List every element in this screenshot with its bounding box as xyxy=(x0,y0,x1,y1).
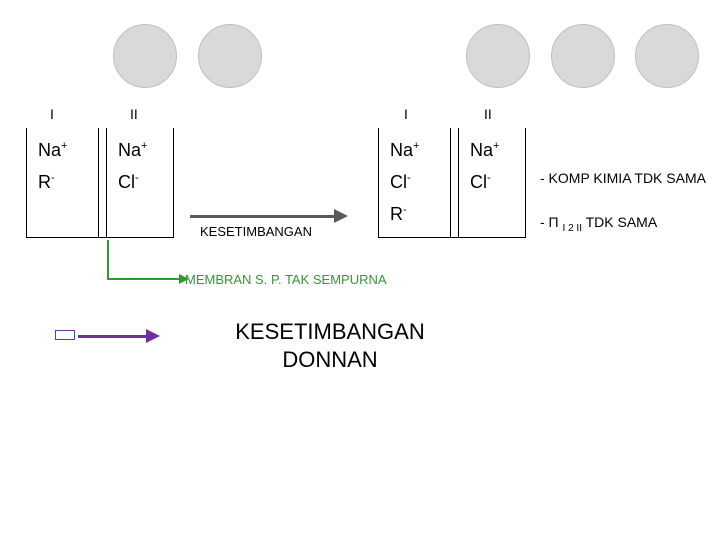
left-II-ion-0: Na+ xyxy=(118,140,147,161)
title-donnan: KESETIMBANGANDONNAN xyxy=(210,318,450,373)
left-roman-II: II xyxy=(130,106,138,122)
right-roman-I: I xyxy=(404,106,408,122)
left-I-ion-1: R- xyxy=(38,172,55,193)
left-II-ion-1: Cl- xyxy=(118,172,139,193)
purple-arrow-head xyxy=(146,329,160,343)
deco-circle xyxy=(198,24,262,88)
left-membrane-2 xyxy=(106,128,107,238)
right-I-ion-0: Na+ xyxy=(390,140,419,161)
deco-circle xyxy=(466,24,530,88)
purple-rect xyxy=(55,330,75,340)
deco-circle xyxy=(113,24,177,88)
left-I-ion-0: Na+ xyxy=(38,140,67,161)
right-membrane-1 xyxy=(450,128,451,238)
right-II-ion-1: Cl- xyxy=(470,172,491,193)
deco-circle xyxy=(551,24,615,88)
right-roman-II: II xyxy=(484,106,492,122)
left-membrane-1 xyxy=(98,128,99,238)
label-membran: MEMBRAN S. P. TAK SEMPURNA xyxy=(185,272,387,287)
right-I-ion-2: R- xyxy=(390,204,407,225)
green-connector xyxy=(0,0,720,540)
purple-arrow-line xyxy=(78,335,148,338)
left-roman-I: I xyxy=(50,106,54,122)
arrow-kesetimbangan-line xyxy=(190,215,336,218)
arrow-kesetimbangan-head xyxy=(334,209,348,223)
right-membrane-2 xyxy=(458,128,459,238)
label-kesetimbangan: KESETIMBANGAN xyxy=(200,224,312,239)
deco-circle xyxy=(635,24,699,88)
note-komp: - KOMP KIMIA TDK SAMA xyxy=(540,170,706,186)
note-pi: - П I 2 II TDK SAMA xyxy=(540,214,657,234)
right-II-ion-0: Na+ xyxy=(470,140,499,161)
right-I-ion-1: Cl- xyxy=(390,172,411,193)
